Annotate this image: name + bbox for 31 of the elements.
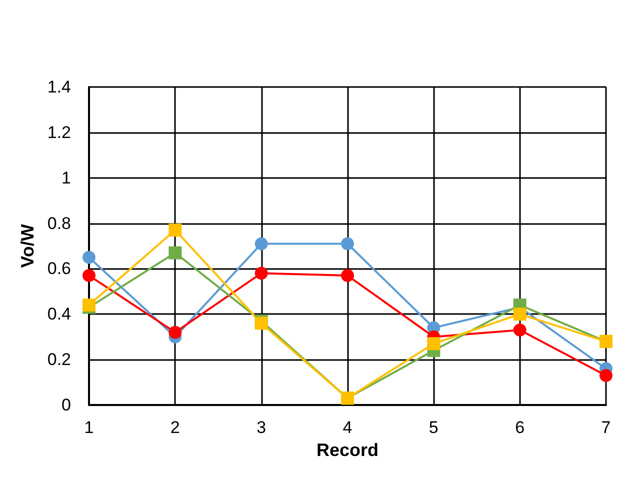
y-tick-label: 1.4 <box>47 78 71 96</box>
point <box>600 368 612 382</box>
point <box>82 250 96 264</box>
x-tick-label: 4 <box>342 418 352 437</box>
x-axis-title: Record <box>316 440 379 460</box>
y-tick-label: 0.8 <box>47 214 71 233</box>
y-tick-label: 1 <box>62 168 71 188</box>
point <box>254 266 268 280</box>
point <box>168 224 182 237</box>
point <box>168 326 182 339</box>
y-tick-label: 0.4 <box>47 304 71 324</box>
y-tick-label: 0 <box>62 396 71 414</box>
point <box>82 269 96 282</box>
point <box>254 316 268 330</box>
y-tick-label: 0.6 <box>47 259 71 278</box>
point <box>513 308 526 321</box>
y-tick-label: 0.2 <box>47 350 71 370</box>
x-tick-label: 6 <box>515 418 525 437</box>
x-tick-label: 3 <box>256 418 266 437</box>
x-tick-label: 5 <box>428 418 438 437</box>
point <box>341 237 354 250</box>
y-tick-label: 1.2 <box>47 122 71 142</box>
x-tick-label: 2 <box>170 418 180 437</box>
y-axis-title: Vo/W <box>17 224 38 268</box>
x-tick-label: 7 <box>601 418 611 437</box>
x-tick-label: 1 <box>84 418 94 437</box>
point <box>427 337 440 350</box>
point <box>513 324 526 337</box>
point <box>168 246 182 260</box>
point <box>254 237 268 250</box>
point <box>341 269 354 282</box>
